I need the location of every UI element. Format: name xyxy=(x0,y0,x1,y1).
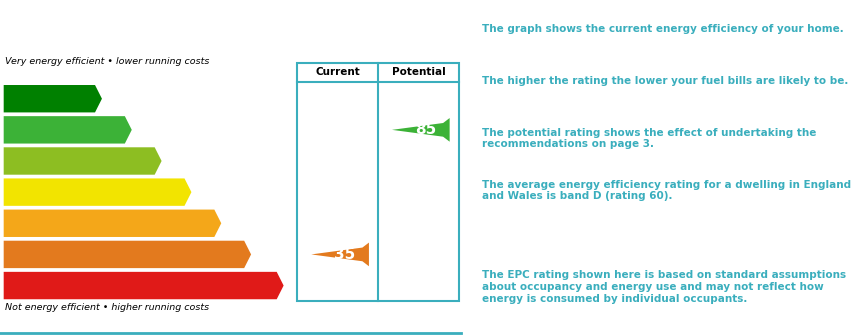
Polygon shape xyxy=(311,243,369,266)
Polygon shape xyxy=(3,116,132,143)
Text: (39-54): (39-54) xyxy=(9,219,47,228)
Polygon shape xyxy=(3,85,102,113)
Text: The average energy efficiency rating for a dwelling in England and Wales is band: The average energy efficiency rating for… xyxy=(481,180,850,201)
Text: The EPC rating shown here is based on standard assumptions about occupancy and e: The EPC rating shown here is based on st… xyxy=(481,270,845,304)
Text: (81-91): (81-91) xyxy=(9,125,47,134)
Text: Very energy efficient • lower running costs: Very energy efficient • lower running co… xyxy=(4,57,208,66)
Text: A: A xyxy=(92,92,102,106)
Polygon shape xyxy=(3,210,221,237)
Text: (92 plus): (92 plus) xyxy=(9,94,56,103)
Text: E: E xyxy=(213,216,222,230)
Polygon shape xyxy=(3,241,251,268)
Text: B: B xyxy=(122,123,133,137)
Text: (21-38): (21-38) xyxy=(9,250,47,259)
Text: (1-20): (1-20) xyxy=(9,281,40,290)
Text: F: F xyxy=(242,247,251,261)
Polygon shape xyxy=(3,272,283,299)
Polygon shape xyxy=(392,118,449,142)
Text: The potential rating shows the effect of undertaking the recommendations on page: The potential rating shows the effect of… xyxy=(481,128,815,149)
Text: 35: 35 xyxy=(334,247,355,262)
Text: The graph shows the current energy efficiency of your home.: The graph shows the current energy effic… xyxy=(481,24,842,34)
Text: C: C xyxy=(152,154,163,168)
Polygon shape xyxy=(3,178,191,206)
Text: Not energy efficient • higher running costs: Not energy efficient • higher running co… xyxy=(4,303,208,311)
Text: Energy Efficiency Rating: Energy Efficiency Rating xyxy=(7,14,254,32)
Polygon shape xyxy=(3,147,161,175)
Text: Current: Current xyxy=(315,67,360,77)
Bar xyxy=(297,63,458,301)
Text: Potential: Potential xyxy=(391,67,445,77)
Text: D: D xyxy=(181,185,192,199)
Text: 85: 85 xyxy=(414,122,436,137)
Text: The higher the rating the lower your fuel bills are likely to be.: The higher the rating the lower your fue… xyxy=(481,76,847,86)
Text: (69-80): (69-80) xyxy=(9,157,47,166)
Text: G: G xyxy=(273,279,284,293)
Text: (55-68): (55-68) xyxy=(9,187,47,197)
